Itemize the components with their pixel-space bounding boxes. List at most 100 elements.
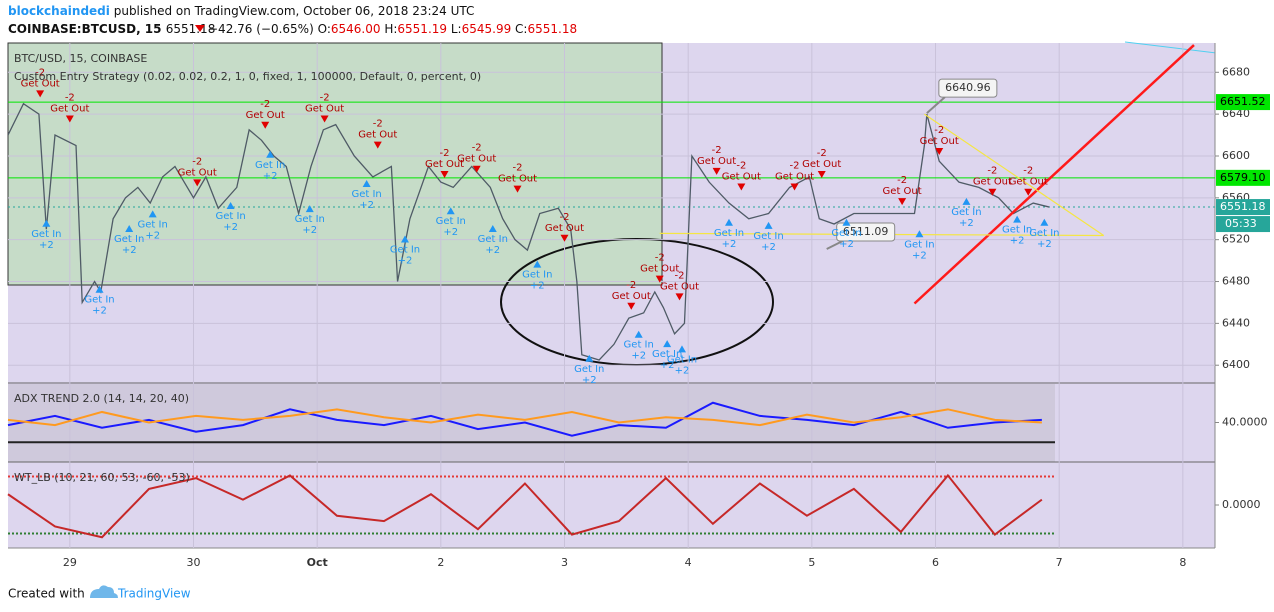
signal-qty: +2 bbox=[530, 281, 545, 292]
signal-text: Get Out bbox=[358, 130, 397, 141]
price-axis bbox=[1215, 43, 1274, 548]
x-tick-label: 30 bbox=[187, 556, 201, 569]
signal-text: Get In bbox=[1029, 228, 1059, 239]
signal-text: Get Out bbox=[50, 104, 89, 115]
brand: TradingView bbox=[117, 587, 191, 601]
signal-text: Get Out bbox=[545, 223, 584, 234]
signal-arrow bbox=[42, 219, 51, 227]
signal-qty: +2 bbox=[398, 255, 413, 266]
signal-text: Get Out bbox=[21, 78, 60, 89]
signal-qty: +2 bbox=[761, 242, 776, 253]
signal-text: Get In bbox=[478, 234, 508, 245]
pane-title: ADX TREND 2.0 (14, 14, 20, 40) bbox=[14, 392, 189, 405]
signal-text: Get Out bbox=[498, 174, 537, 185]
signal-text: Get In bbox=[522, 270, 552, 281]
signal-arrow bbox=[988, 188, 997, 196]
signal-qty: +2 bbox=[675, 365, 690, 376]
signal-qty: -2 bbox=[513, 163, 523, 174]
signal-qty: -2 bbox=[897, 175, 907, 186]
signal-qty: +2 bbox=[302, 225, 317, 236]
signal-text: Get In bbox=[295, 214, 325, 225]
ohlc-value: 6551.18 bbox=[527, 22, 577, 36]
signal-arrow bbox=[266, 150, 275, 158]
signal-arrow bbox=[817, 170, 826, 178]
signal-text: Get In bbox=[714, 228, 744, 239]
x-tick-label: 4 bbox=[685, 556, 692, 569]
y-tick-label: 6520 bbox=[1222, 233, 1250, 246]
signal-qty: -2 bbox=[35, 67, 45, 78]
signal-arrow bbox=[898, 198, 907, 206]
signal-arrow bbox=[193, 179, 202, 187]
ohlc-key: L: bbox=[451, 22, 462, 36]
x-tick-label: 5 bbox=[808, 556, 815, 569]
ohlc-value: 6545.99 bbox=[462, 22, 512, 36]
signal-qty: -2 bbox=[675, 270, 685, 281]
signal-text: Get Out bbox=[775, 172, 814, 183]
signal-text: Get In bbox=[624, 340, 654, 351]
footer-text: Created with bbox=[8, 587, 85, 601]
ohlc-line: −42.76 (−0.65%) O:6546.00 H:6551.19 L:65… bbox=[208, 22, 577, 36]
signal-text: Get Out bbox=[722, 172, 761, 183]
y-tick-label: 6480 bbox=[1222, 275, 1250, 288]
header-line: blockchaindedi published on TradingView.… bbox=[8, 4, 474, 18]
signal-qty: -2 bbox=[736, 161, 746, 172]
signal-arrow bbox=[1013, 215, 1022, 223]
y-tick-label: 0.0000 bbox=[1222, 498, 1261, 511]
signal-text: Get In bbox=[574, 364, 604, 375]
y-tick-label: 6640 bbox=[1222, 107, 1250, 120]
signal-qty: -2 bbox=[260, 99, 270, 110]
x-tick-label: 8 bbox=[1179, 556, 1186, 569]
y-tick-label: 6400 bbox=[1222, 358, 1250, 371]
signal-text: Get In bbox=[390, 244, 420, 255]
signal-qty: -2 bbox=[65, 93, 75, 104]
callout-pointer bbox=[926, 96, 946, 114]
signal-arrow bbox=[962, 197, 971, 205]
signal-qty: -2 bbox=[1023, 166, 1033, 177]
signal-text: Get Out bbox=[1009, 177, 1048, 188]
pane-title: BTC/USD, 15, COINBASE bbox=[14, 52, 147, 65]
signal-qty: -2 bbox=[192, 156, 202, 167]
signal-arrow bbox=[95, 285, 104, 293]
signal-qty: -2 bbox=[440, 148, 450, 159]
signal-arrow bbox=[842, 218, 851, 226]
signal-arrow bbox=[305, 205, 314, 213]
pane-subtitle: Custom Entry Strategy (0.02, 0.02, 0.2, … bbox=[14, 70, 481, 83]
signal-arrow bbox=[915, 230, 924, 238]
x-tick-label: 29 bbox=[63, 556, 77, 569]
signal-qty: +2 bbox=[722, 239, 737, 250]
signal-text: Get Out bbox=[920, 136, 959, 147]
signal-qty: -2 bbox=[655, 253, 665, 264]
signal-qty: -2 bbox=[817, 148, 827, 159]
signal-arrow bbox=[125, 225, 134, 233]
signal-qty: +2 bbox=[263, 171, 278, 182]
signal-arrow bbox=[1040, 218, 1049, 226]
x-tick-label: Oct bbox=[307, 556, 328, 569]
signal-arrow bbox=[712, 167, 721, 175]
signal-text: Get Out bbox=[973, 177, 1012, 188]
signal-arrow bbox=[320, 115, 329, 123]
signal-qty: +2 bbox=[912, 250, 927, 261]
x-tick-label: 6 bbox=[932, 556, 939, 569]
pane bbox=[8, 44, 1215, 361]
signal-qty: -2 bbox=[472, 143, 482, 154]
price-label-box bbox=[1216, 169, 1270, 186]
author: blockchaindedi bbox=[8, 4, 110, 18]
published: published on TradingView.com, October 06… bbox=[114, 4, 475, 18]
signal-text: Get In bbox=[831, 228, 861, 239]
callout-label: 6511.09 bbox=[843, 225, 889, 238]
signal-arrow bbox=[446, 207, 455, 215]
signal-text: Get In bbox=[215, 211, 245, 222]
y-tick-label: 6680 bbox=[1222, 65, 1250, 78]
signal-qty: -2 bbox=[712, 145, 722, 156]
signal-text: Get In bbox=[436, 216, 466, 227]
trendline bbox=[913, 44, 1195, 305]
y-tick-label: 6600 bbox=[1222, 149, 1250, 162]
signal-arrow bbox=[655, 275, 664, 283]
signal-qty: +2 bbox=[660, 360, 675, 371]
signal-arrow bbox=[560, 234, 569, 242]
signal-qty: +2 bbox=[1010, 236, 1025, 247]
signal-arrow bbox=[677, 345, 686, 353]
signal-qty: +2 bbox=[359, 200, 374, 211]
x-tick-label: 3 bbox=[561, 556, 568, 569]
